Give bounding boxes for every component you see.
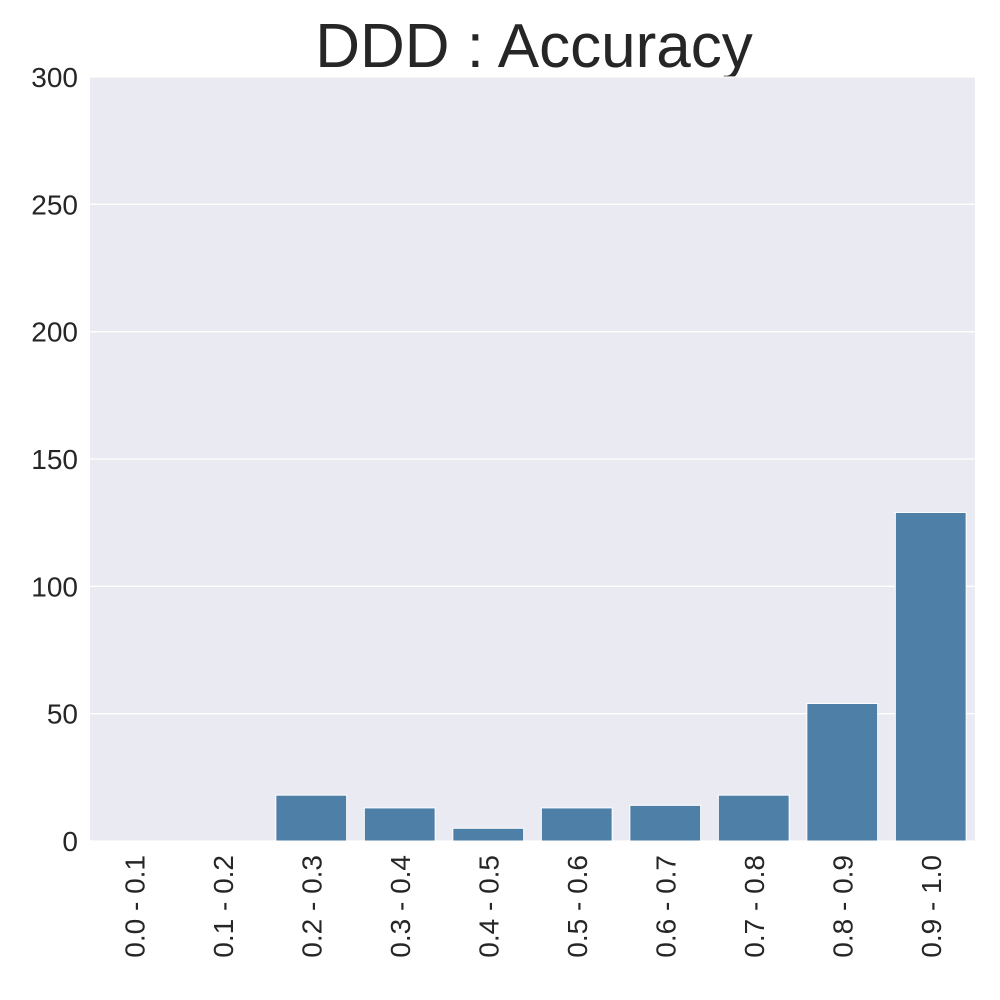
bar (363, 807, 436, 842)
y-tick-label: 200 (31, 317, 78, 348)
x-tick-label: 0.6 - 0.7 (650, 855, 681, 958)
bar (717, 794, 790, 842)
bar (806, 702, 879, 842)
x-tick-label: 0.0 - 0.1 (119, 855, 150, 958)
x-tick-label: 0.3 - 0.4 (385, 855, 416, 958)
bar (275, 794, 348, 842)
chart-title: DDD : Accuracy (315, 12, 753, 81)
x-tick-label: 0.1 - 0.2 (208, 855, 239, 958)
x-tick-label: 0.7 - 0.8 (739, 855, 770, 958)
bars (275, 511, 967, 842)
y-tick-label: 250 (31, 189, 78, 220)
y-tick-label: 100 (31, 571, 78, 602)
bar (629, 804, 702, 842)
y-tick-label: 300 (31, 62, 78, 93)
bar (452, 827, 525, 842)
x-tick-label: 0.2 - 0.3 (296, 855, 327, 958)
x-axis-tick-labels: 0.0 - 0.1 0.1 - 0.2 0.2 - 0.3 0.3 - 0.4 0.4 … (119, 855, 947, 958)
bar (540, 807, 613, 842)
y-tick-label: 150 (31, 444, 78, 475)
y-tick-label: 50 (47, 699, 78, 730)
bar (894, 511, 967, 842)
x-tick-label: 0.8 - 0.9 (827, 855, 858, 958)
x-tick-label: 0.4 - 0.5 (473, 855, 504, 958)
y-tick-label: 0 (62, 826, 78, 857)
x-tick-label: 0.9 - 1.0 (916, 855, 947, 958)
y-axis-tick-labels: 0 50 100 150 200 250 300 (31, 62, 78, 857)
grid-lines (90, 76, 975, 842)
x-tick-label: 0.5 - 0.6 (562, 855, 593, 958)
